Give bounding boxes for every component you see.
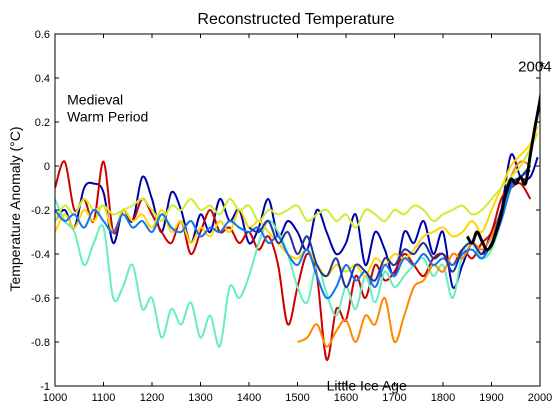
annotation-3: 2004	[518, 58, 551, 75]
annotation-1: Medieval Warm Period	[67, 91, 148, 124]
y-tick-label: -1	[40, 381, 50, 393]
tick-layer: 1000 1100 1200 1300 1400 1500 1600 1700 1800 1900…	[31, 29, 552, 404]
series-layer	[55, 89, 540, 361]
series-line-1	[55, 153, 539, 289]
annotation-4: *	[539, 58, 545, 75]
x-tick-label: 1800	[431, 392, 455, 404]
annotation-2: Little Ice Age	[327, 377, 407, 393]
y-tick-label: 0.6	[35, 29, 50, 41]
series-line-8	[248, 165, 532, 289]
annotation-layer: Medieval Warm Period Little Ice Age 2004*	[67, 58, 551, 393]
series-line-5	[55, 126, 539, 277]
series-line-4	[297, 160, 531, 348]
x-tick-label: 1200	[140, 392, 164, 404]
series-line-7	[55, 169, 531, 300]
y-axis-label: Temperature Anomaly (°C)	[7, 126, 23, 291]
x-tick-label: 1600	[334, 392, 358, 404]
x-tick-label: 1500	[285, 392, 309, 404]
series-line-6	[55, 132, 539, 229]
x-tick-label: 1700	[382, 392, 406, 404]
y-tick-label: -0.2	[31, 205, 50, 217]
y-tick-label: -0.6	[31, 293, 50, 305]
y-tick-label: -0.4	[31, 249, 50, 261]
x-tick-label: 1300	[188, 392, 212, 404]
y-tick-label: 0.4	[35, 73, 50, 85]
x-tick-label: 1400	[237, 392, 261, 404]
y-tick-label: -0.8	[31, 337, 50, 349]
x-tick-label: 1900	[479, 392, 503, 404]
chart-title: Reconstructed Temperature	[197, 11, 394, 28]
y-tick-label: 0.2	[35, 117, 50, 129]
x-tick-label: 1000	[43, 392, 67, 404]
y-tick-label: 0	[44, 161, 50, 173]
series-line-3	[55, 169, 531, 348]
x-tick-label: 1100	[92, 392, 116, 404]
series-line-9	[466, 89, 540, 252]
x-tick-label: 2000	[528, 392, 552, 404]
